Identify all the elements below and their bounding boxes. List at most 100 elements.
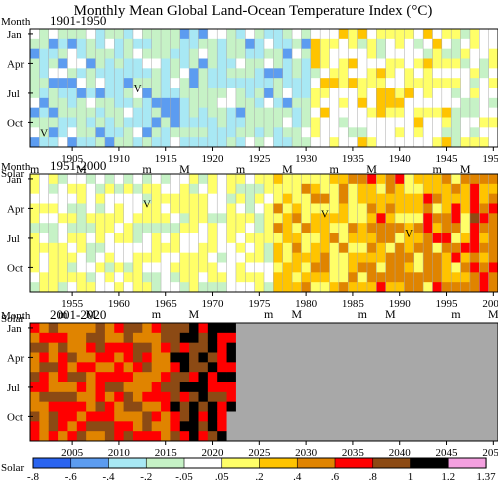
- cell-1975-12: [254, 282, 265, 293]
- cell-1974-6: [245, 223, 256, 234]
- cell-2017-4: [179, 352, 190, 363]
- cell-1906-2: [76, 38, 87, 50]
- cell-1946-5: [451, 68, 461, 79]
- cell-1945-11: [441, 127, 452, 138]
- cell-2011-6: [123, 372, 134, 383]
- cell-2008-1: [95, 323, 106, 334]
- cell-1920-7: [207, 88, 218, 99]
- cell-1913-1: [142, 29, 153, 40]
- cell-1931-12: [310, 137, 321, 148]
- cell-2017-7: [179, 382, 190, 393]
- cell-1906-9: [76, 107, 87, 118]
- cell-2000-10: [488, 262, 498, 273]
- cell-2017-1: [179, 323, 190, 334]
- cell-1990-10: [395, 262, 405, 273]
- cell-2007-5: [86, 362, 96, 373]
- cell-1967-11: [179, 272, 190, 283]
- cell-1927-5: [273, 68, 284, 79]
- cell-2007-1: [86, 323, 96, 334]
- cell-1952-7: [39, 233, 50, 244]
- cell-1963-4: [142, 203, 153, 214]
- cell-1930-6: [301, 78, 312, 89]
- cell-2022-6: [226, 372, 237, 383]
- cell-2022-3: [226, 342, 237, 353]
- cell-2010-9: [114, 401, 124, 412]
- cell-1986-10: [357, 262, 368, 273]
- cell-1959-5: [104, 213, 115, 224]
- cell-1964-7: [151, 233, 162, 244]
- solar-maximum-marker: M: [460, 162, 471, 176]
- cell-1912-7: [132, 88, 143, 99]
- legend-label: -.8: [27, 471, 39, 481]
- cell-1922-7: [226, 88, 237, 99]
- cell-1978-12: [282, 282, 293, 293]
- cell-1915-11: [161, 127, 171, 138]
- cell-1978-3: [282, 193, 293, 204]
- cell-1915-12: [161, 137, 171, 148]
- cell-1990-12: [395, 282, 405, 293]
- cell-1972-9: [226, 252, 237, 263]
- cell-1960-8: [114, 242, 124, 254]
- cell-1935-3: [348, 48, 358, 59]
- cell-1982-5: [320, 213, 330, 224]
- cell-1909-12: [104, 137, 115, 148]
- cell-1910-2: [114, 38, 124, 50]
- cell-1991-11: [404, 272, 415, 283]
- cell-1990-4: [395, 203, 405, 214]
- cell-1956-12: [76, 282, 87, 293]
- cell-1927-2: [273, 38, 284, 50]
- cell-1905-3: [67, 48, 78, 59]
- cell-1955-4: [67, 203, 78, 214]
- cell-1950-12: [488, 137, 498, 148]
- cell-1993-11: [423, 272, 433, 283]
- volcano-marker: V: [405, 228, 413, 240]
- cell-1938-5: [376, 68, 387, 79]
- cell-1955-12: [67, 282, 78, 293]
- cell-2014-8: [151, 391, 162, 403]
- cell-1945-6: [441, 78, 452, 89]
- cell-2015-10: [161, 411, 171, 422]
- cell-1987-4: [366, 203, 377, 214]
- cell-2003-2: [48, 332, 59, 344]
- cell-1986-11: [357, 272, 368, 283]
- cell-1954-4: [58, 203, 68, 214]
- cell-1934-8: [338, 97, 349, 109]
- cell-2002-8: [39, 391, 50, 403]
- cell-1914-12: [151, 137, 162, 148]
- cell-1958-3: [95, 193, 106, 204]
- cell-2004-8: [58, 391, 68, 403]
- cell-1992-1: [413, 174, 424, 185]
- cell-1939-1: [385, 29, 396, 40]
- cell-1906-11: [76, 127, 87, 138]
- cell-1935-12: [348, 137, 358, 148]
- cell-1917-12: [179, 137, 190, 148]
- cell-1961-4: [123, 203, 134, 214]
- cell-1988-7: [376, 233, 387, 244]
- cell-2006-4: [76, 352, 87, 363]
- cell-1941-7: [404, 88, 415, 99]
- cell-1983-7: [329, 233, 340, 244]
- cell-2003-9: [48, 401, 59, 412]
- cell-1926-3: [264, 48, 274, 59]
- solar-maximum-marker: M: [76, 162, 87, 176]
- cell-1984-12: [338, 282, 349, 293]
- cell-1947-11: [460, 127, 471, 138]
- cell-1943-8: [423, 97, 433, 109]
- cell-1967-5: [179, 213, 190, 224]
- cell-1915-4: [161, 58, 171, 69]
- cell-1953-12: [48, 282, 59, 293]
- no-data-tail: [226, 411, 237, 441]
- cell-1934-11: [338, 127, 349, 138]
- cell-2008-2: [95, 332, 106, 344]
- cell-1924-11: [245, 127, 256, 138]
- cell-1993-9: [423, 252, 433, 263]
- cell-1985-10: [348, 262, 358, 273]
- cell-1940-8: [395, 97, 405, 109]
- cell-1994-8: [432, 242, 443, 254]
- cell-1982-2: [320, 183, 330, 195]
- cell-2016-2: [170, 332, 181, 344]
- cell-1924-2: [245, 38, 256, 50]
- cell-1946-4: [451, 58, 461, 69]
- cell-1925-2: [254, 38, 265, 50]
- cell-2016-9: [170, 401, 181, 412]
